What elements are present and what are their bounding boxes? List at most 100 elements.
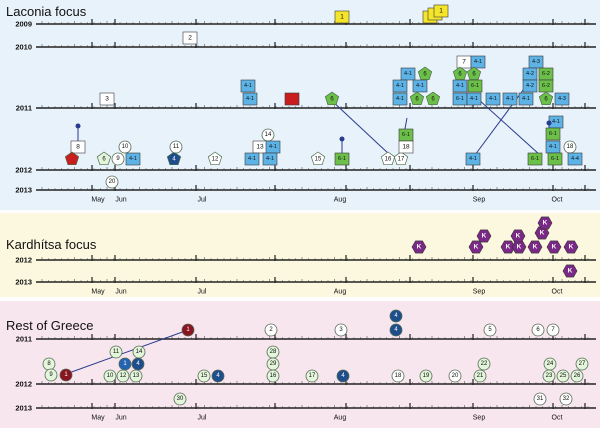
case-label: 4 (394, 313, 398, 319)
case-circle-marker (448, 369, 462, 383)
case-label: 20 (109, 179, 116, 185)
case-square-marker (125, 152, 141, 166)
case-label: 6-1 (402, 132, 410, 138)
case-square-marker (485, 92, 501, 106)
case-hexagon-marker (562, 264, 578, 278)
month-label: Oct (552, 415, 563, 422)
case-label: K (417, 244, 422, 251)
case-label: 30 (177, 396, 184, 402)
case-label: 4-1 (129, 156, 137, 162)
case-label: 4-4 (571, 156, 579, 162)
case-pentagon-marker (417, 66, 433, 81)
case-label: 2 (188, 35, 192, 42)
case-label: 6-1 (456, 96, 464, 102)
case-square-marker (182, 31, 198, 45)
case-label: 15 (201, 373, 208, 379)
transmission-link-line (329, 98, 391, 156)
case-square-marker (470, 55, 486, 69)
case-label: 4-1 (474, 59, 482, 65)
case-label: 13 (133, 373, 140, 379)
case-label: 4-1 (552, 119, 560, 125)
month-label: Aug (334, 415, 347, 422)
case-label: 6-2 (542, 83, 550, 89)
case-circle-marker (570, 369, 584, 383)
case-label: 4 (216, 373, 220, 379)
case-label: 4-2 (526, 71, 534, 77)
case-label: 4 (394, 327, 398, 333)
case-label: 4 (172, 157, 176, 163)
case-label: 27 (579, 361, 586, 367)
case-label: 13 (256, 144, 264, 151)
case-pentagon-marker (393, 151, 409, 166)
case-label: 4-1 (489, 96, 497, 102)
case-square-marker (240, 79, 256, 93)
case-hexagon-marker (411, 240, 427, 254)
case-circle-marker (181, 323, 195, 337)
case-label: 4-1 (469, 156, 477, 162)
case-label: K (516, 233, 521, 240)
case-label: 11 (113, 349, 120, 355)
case-pentagon-marker (64, 151, 80, 166)
case-label: 4-1 (549, 144, 557, 150)
case-label: 4-1 (506, 96, 514, 102)
case-circle-marker (118, 140, 132, 154)
case-label: 6 (536, 327, 540, 333)
case-circle-marker (473, 369, 487, 383)
karditsa-panel: Kardhítsa focus (0, 213, 600, 297)
case-square-marker (334, 152, 350, 166)
month-label: Jul (198, 289, 207, 296)
case-label: K (517, 244, 522, 251)
year-label: 2013 (15, 278, 32, 287)
panel-title: Kardhítsa focus (6, 237, 97, 252)
case-label: 10 (107, 373, 114, 379)
month-label: May (91, 415, 105, 422)
case-label: 6 (423, 72, 427, 78)
case-pentagon-marker (380, 151, 396, 166)
case-label: 6-1 (531, 156, 539, 162)
case-label: K (568, 268, 573, 275)
case-square-marker (392, 92, 408, 106)
case-hexagon-marker (500, 240, 516, 254)
case-label: 4-1 (404, 71, 412, 77)
case-circle-marker (173, 392, 187, 406)
case-label: 9 (116, 156, 120, 162)
case-circle-marker (111, 152, 125, 166)
case-square-marker (242, 92, 258, 106)
case-square-marker (466, 92, 482, 106)
case-label: 4 (136, 361, 140, 367)
case-square-marker (522, 79, 538, 93)
case-circle-marker (59, 368, 73, 382)
case-label: 4-1 (522, 96, 530, 102)
case-label: 5 (488, 327, 492, 333)
month-label: Jun (115, 415, 126, 422)
case-square-marker (284, 92, 300, 106)
case-circle-marker (546, 323, 560, 337)
case-label: 6 (544, 97, 548, 103)
month-label: Oct (552, 289, 563, 296)
case-label: 6-1 (551, 156, 559, 162)
case-pentagon-marker (96, 151, 112, 166)
case-pentagon-marker (324, 91, 340, 106)
case-circle-marker (266, 369, 280, 383)
case-label: 31 (537, 396, 544, 402)
case-label: 4-1 (396, 83, 404, 89)
case-label: 4-1 (456, 83, 464, 89)
case-label: K (540, 230, 545, 237)
case-circle-marker (336, 369, 350, 383)
case-label: 6 (330, 97, 334, 103)
month-label: Jul (198, 197, 207, 204)
case-label: 4 (341, 373, 345, 379)
case-label: 14 (265, 132, 272, 138)
case-pentagon-marker (409, 91, 425, 106)
case-square-marker (502, 92, 518, 106)
case-circle-marker (105, 175, 119, 189)
month-label: May (91, 197, 105, 204)
case-circle-marker (556, 369, 570, 383)
case-label: 6 (415, 97, 419, 103)
case-label: 4-2 (526, 83, 534, 89)
case-label: 9 (49, 372, 53, 378)
case-label: 25 (560, 373, 567, 379)
case-label: 8 (76, 144, 80, 151)
month-label: Jun (115, 197, 126, 204)
